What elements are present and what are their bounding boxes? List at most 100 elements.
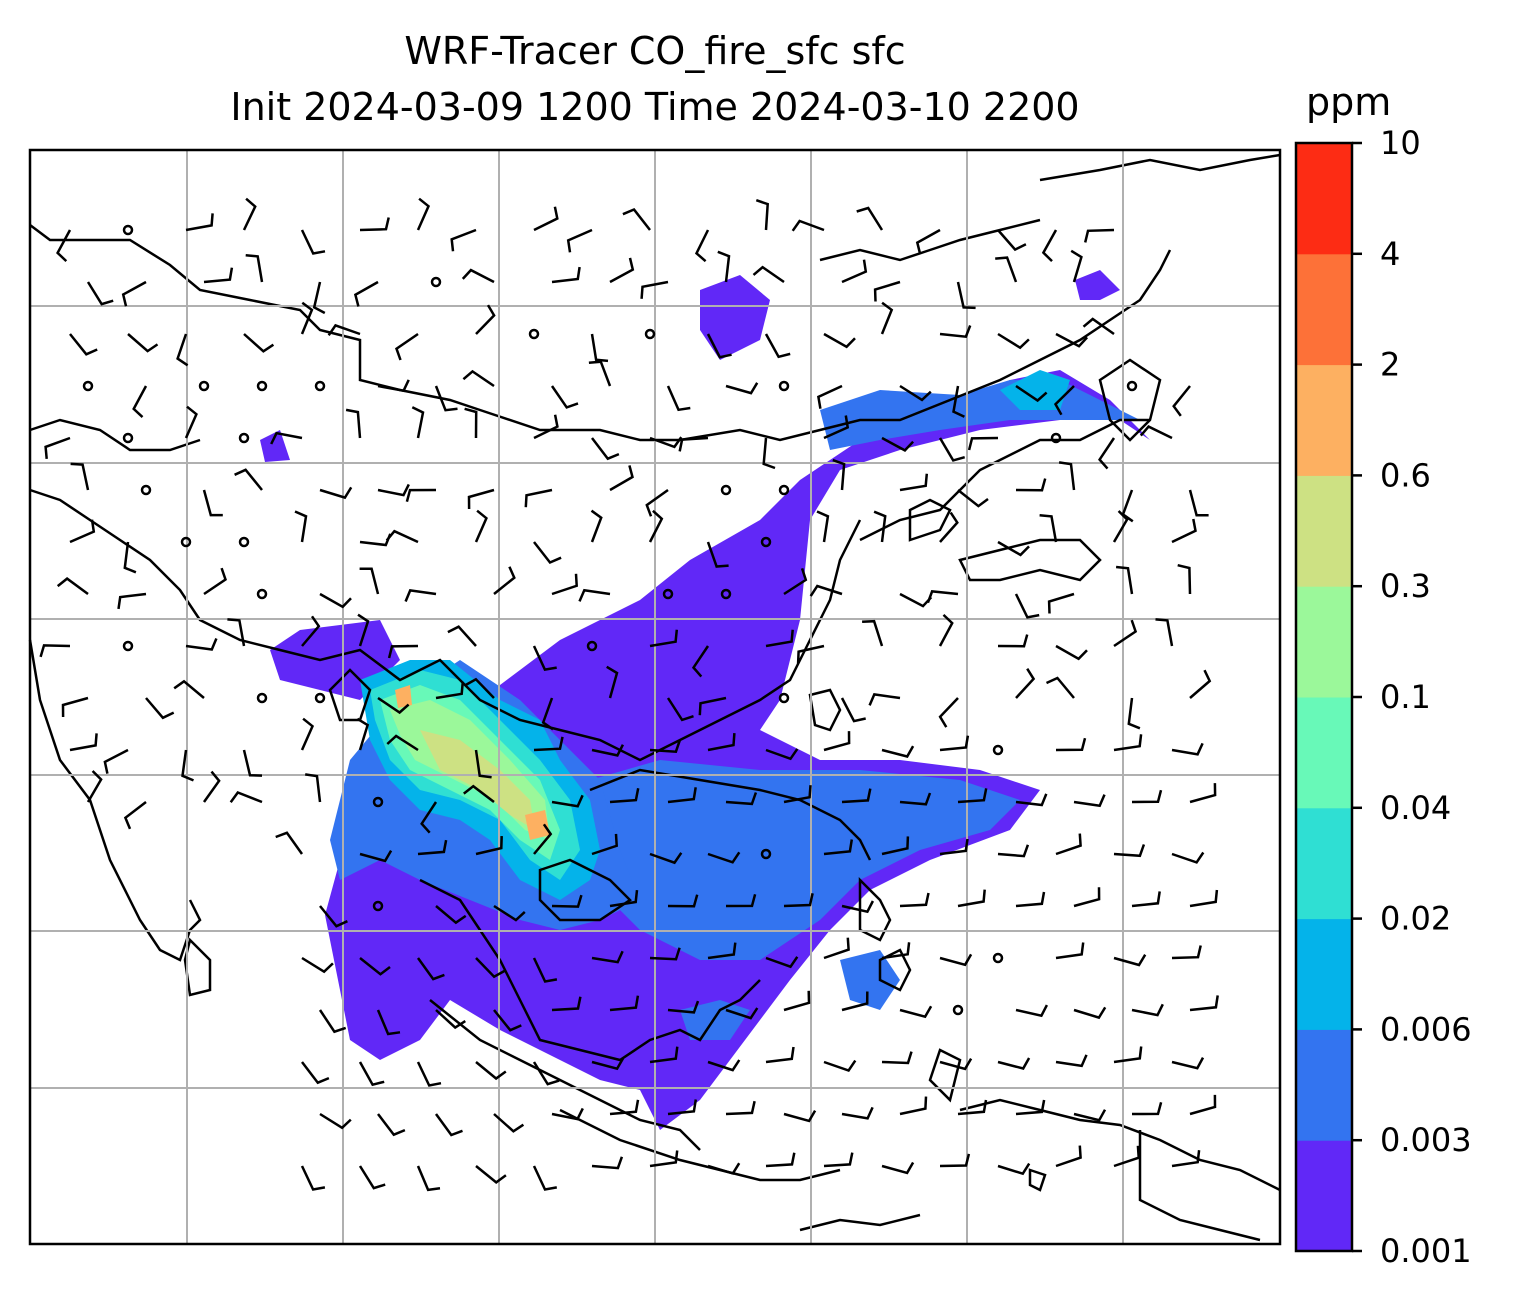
wind-barb (817, 384, 843, 409)
wind-barb (590, 509, 603, 543)
wind-barb (1189, 889, 1219, 908)
wind-barb (185, 638, 218, 651)
wind-barb (1015, 668, 1036, 699)
wind-barb (841, 991, 869, 1012)
wind-barb (873, 280, 901, 302)
calm-wind-marker (198, 380, 210, 392)
wind-barb (725, 893, 757, 908)
wind-barb (765, 629, 794, 648)
wind-barb (881, 436, 915, 452)
wind-barb (783, 990, 811, 1012)
wind-barb (417, 839, 448, 856)
wind-barb (493, 566, 516, 595)
wind-barb (301, 1061, 330, 1085)
wind-barb (707, 1059, 741, 1072)
wind-barb (1113, 734, 1143, 752)
map-title-line2: Init 2024-03-09 1200 Time 2024-03-10 220… (230, 85, 1080, 129)
wind-barb (873, 510, 887, 543)
wind-barb (56, 577, 89, 596)
wind-barb (229, 790, 263, 804)
wind-barb (591, 744, 625, 757)
wind-barb (416, 197, 431, 231)
wind-barb (783, 893, 814, 908)
wind-barb (1098, 437, 1116, 470)
wind-barb (578, 588, 611, 602)
wind-barb (358, 1165, 386, 1190)
wind-barb (590, 333, 609, 363)
wind-barb (957, 1099, 988, 1116)
wind-barb (405, 488, 437, 503)
wind-barb (327, 323, 361, 337)
wind-barb (376, 1009, 401, 1036)
wind-barb (301, 615, 321, 647)
wind-barb (1015, 1004, 1049, 1018)
wind-barb (345, 408, 362, 439)
calm-wind-marker (586, 640, 598, 652)
calm-wind-marker (992, 952, 1004, 964)
wind-barb (1055, 1145, 1082, 1168)
wind-barb (551, 1107, 584, 1121)
wind-barbs (39, 197, 1219, 1192)
wind-barb (752, 265, 785, 284)
wind-barb (70, 462, 90, 491)
wind-barb (666, 697, 694, 722)
wind-barb (868, 693, 901, 706)
wind-barb (227, 618, 246, 647)
calm-wind-marker (238, 432, 250, 444)
colorbar-tick-label: 0.001 (1380, 1232, 1472, 1270)
wind-barb (359, 957, 391, 976)
wind-barb (1171, 945, 1202, 960)
wind-barb (551, 794, 584, 808)
wind-barb (533, 541, 562, 565)
wind-barb (1127, 697, 1141, 730)
calm-wind-marker (256, 692, 268, 704)
wind-barb (796, 644, 825, 664)
wind-barb (678, 436, 709, 452)
wind-barb (609, 465, 634, 492)
wind-barb (420, 801, 438, 834)
wind-barb (1055, 1054, 1088, 1068)
wind-barb (609, 1099, 640, 1116)
wind-barb (997, 229, 1027, 252)
wind-barb (649, 852, 683, 865)
wind-barb (783, 785, 812, 804)
calm-wind-marker (720, 484, 732, 496)
wind-barb (245, 253, 264, 283)
wind-barb (1115, 565, 1134, 595)
wind-barb (591, 437, 620, 461)
wind-barb (1189, 1094, 1217, 1116)
wind-barb (300, 1165, 326, 1191)
calm-wind-marker (314, 692, 326, 704)
wind-barb (356, 717, 370, 751)
calm-wind-marker (720, 588, 732, 600)
wind-barb (44, 436, 71, 460)
wind-barb (416, 957, 445, 981)
wind-barb (121, 280, 147, 307)
wind-barb (551, 996, 582, 1012)
colorbar-tick-label: 0.1 (1380, 678, 1431, 716)
wind-barb (173, 679, 205, 699)
wind-barb (649, 947, 681, 961)
wind-barb (706, 541, 729, 568)
wind-barb (667, 787, 697, 804)
wind-barb (435, 1009, 466, 1030)
wind-barb (275, 831, 304, 855)
wind-barb (938, 697, 959, 728)
wind-barb (1015, 1099, 1046, 1116)
wind-barb (434, 1113, 463, 1137)
wind-barb (1131, 1003, 1164, 1017)
wind-barb (765, 748, 799, 761)
wind-barb (184, 405, 198, 439)
wind-barb (202, 770, 221, 803)
wind-barb (1139, 425, 1173, 440)
band-0.3 (420, 730, 535, 830)
calm-wind-marker (430, 276, 442, 288)
wind-barb (591, 833, 619, 856)
wind-barb (1073, 887, 1101, 908)
wind-barb (1171, 1057, 1205, 1070)
wind-barb (588, 360, 612, 387)
wind-barb (899, 792, 932, 806)
wind-barb (899, 1096, 928, 1116)
colorbar-segment (1296, 1140, 1352, 1252)
wind-barb (609, 995, 640, 1012)
